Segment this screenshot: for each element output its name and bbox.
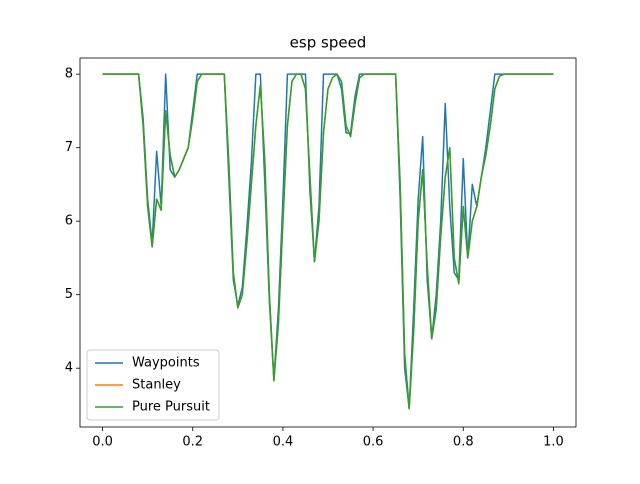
axes-frame [79,57,577,428]
y-tick-label: 7 [65,140,73,155]
legend-label: Pure Pursuit [132,400,210,415]
series-line [102,73,554,410]
legend-box [86,349,220,421]
y-tick-label: 5 [65,287,73,302]
x-tick-label: 0.8 [453,435,474,450]
y-tick-label: 4 [65,361,73,376]
x-tick-label: 0.6 [363,435,384,450]
x-tick-label: 0.4 [273,435,294,450]
x-tick-label: 1.0 [543,435,564,450]
legend-label: Stanley [132,378,181,393]
chart-title: esp speed [290,34,367,52]
legend-label: Waypoints [132,356,200,371]
x-tick-label: 0.2 [182,435,203,450]
x-tick-label: 0.0 [92,435,113,450]
y-tick-label: 6 [65,214,73,229]
y-tick-label: 8 [65,67,73,82]
